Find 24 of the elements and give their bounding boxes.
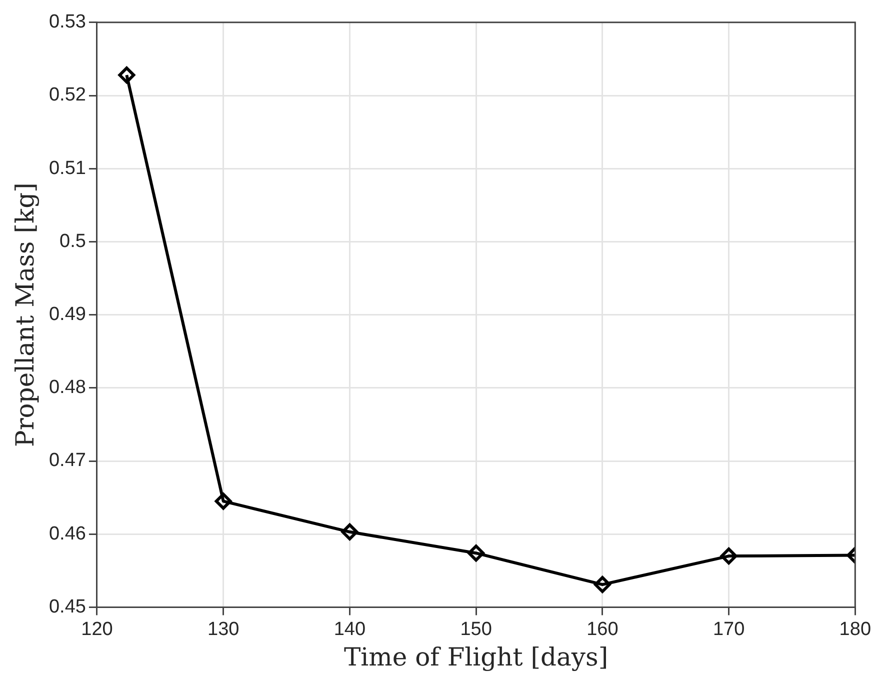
point [594,576,611,594]
x-axis-title: Time of Flight [days] [344,642,608,672]
y-tick-label: 0.48 [48,377,86,398]
y-tick-label: 0.51 [48,158,86,179]
x-tick-label: 130 [207,618,240,640]
x-tick-label: 150 [460,618,492,640]
y-tick-label: 0.45 [48,596,86,618]
point [118,66,136,84]
y-tick-label: 0.47 [48,450,86,472]
point [341,523,358,540]
x-tick-label: 120 [81,618,113,640]
x-tick-label: 160 [586,618,618,640]
y-tick-label: 0.53 [48,12,86,33]
x-tick-label: 170 [712,618,745,640]
y-tick-label: 0.52 [48,84,86,106]
x-tick-label: 180 [839,618,871,640]
point [720,548,738,565]
x-tick-label: 140 [334,618,366,640]
y-tick-label: 0.49 [48,304,86,326]
y-axis-title: Propellant Mass [kg] [10,182,40,447]
point [214,492,232,510]
y-tick-label: 0.5 [60,230,86,252]
y-tick-label: 0.46 [48,523,86,544]
point [468,544,485,562]
